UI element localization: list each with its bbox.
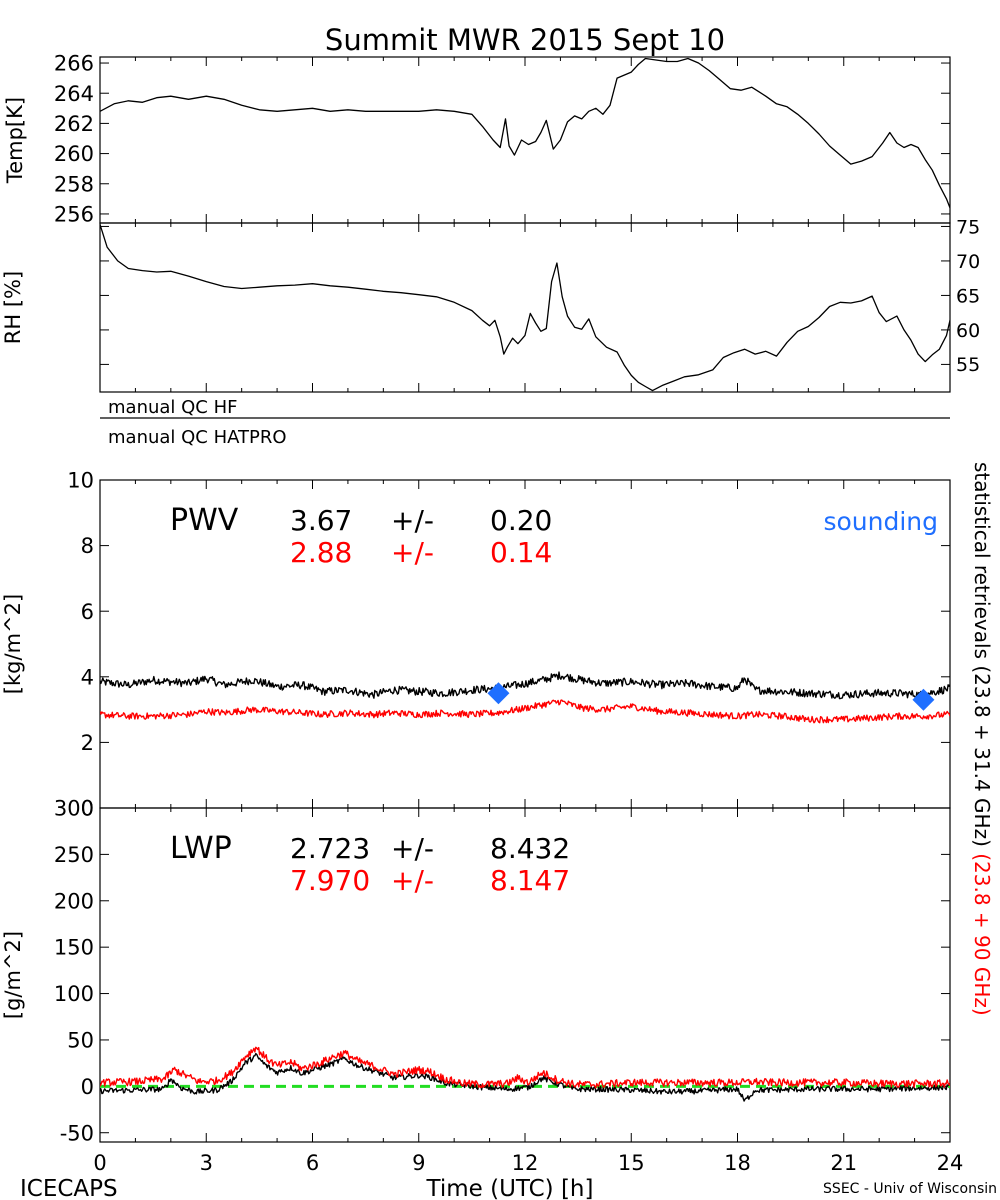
- temp-ytick-label: 266: [54, 52, 94, 76]
- pwv-ytick-label: 4: [81, 665, 94, 689]
- lwp-stat-std-0: 8.432: [490, 832, 570, 865]
- lwp-ytick-label: -50: [60, 1121, 94, 1145]
- lwp-panel: -50 0 50 100 150 200 250 300 [g/m^2] LWP 2.723 +/- 8…: [1, 797, 951, 1145]
- qc-row-hf: manual QC HF: [108, 397, 237, 418]
- rh-ytick-label: 70: [956, 251, 980, 273]
- x-tick-label: 6: [306, 1151, 319, 1175]
- pwv-stat-pm-1: +/-: [391, 536, 434, 569]
- x-tick-label: 3: [200, 1151, 213, 1175]
- x-tick-label: 0: [93, 1151, 106, 1175]
- x-tick-label: 18: [724, 1151, 751, 1175]
- temp-ytick-label: 260: [54, 142, 94, 166]
- lwp-ytick-label: 50: [67, 1029, 94, 1053]
- svg-text:statistical retrievals (23.8 +: statistical retrievals (23.8 + 31.4 GHz)…: [970, 462, 994, 1016]
- rh-ytick-label: 65: [956, 285, 980, 307]
- pwv-panel: 0 2 4 6 8 10 [kg/m^2] PWV 3.67 +/- 0.20 2.88 +/- 0.14…: [1, 469, 951, 821]
- pwv-ytick-label: 2: [81, 731, 94, 755]
- lwp-stat-mean-0: 2.723: [290, 832, 370, 865]
- rh-series-0: [100, 224, 950, 392]
- x-tick-label: 9: [412, 1151, 425, 1175]
- temp-ytick-label: 262: [54, 112, 94, 136]
- pwv-series-0: [100, 671, 950, 700]
- pwv-ylabel: [kg/m^2]: [1, 594, 25, 694]
- pwv-ytick-label: 10: [67, 469, 94, 493]
- pwv-stat-pm-0: +/-: [391, 504, 434, 537]
- rh-ytick-label: 75: [956, 216, 980, 238]
- x-tick-label: 15: [618, 1151, 645, 1175]
- right-label-90ghz: (23.8 + 90 GHz): [970, 853, 994, 1015]
- lwp-ytick-label: 100: [54, 982, 94, 1006]
- temp-ytick-label: 264: [54, 82, 94, 106]
- footer-right-label: SSEC - Univ of Wisconsin: [823, 1181, 997, 1197]
- chart-title: Summit MWR 2015 Sept 10: [325, 23, 725, 57]
- temp-ytick-label: 258: [54, 172, 94, 196]
- x-tick-label: 24: [937, 1151, 964, 1175]
- lwp-ytick-label: 300: [54, 797, 94, 821]
- lwp-ytick-label: 0: [81, 1075, 94, 1099]
- lwp-title: LWP: [170, 831, 232, 866]
- pwv-stat-std-1: 0.14: [490, 536, 552, 569]
- pwv-title: PWV: [170, 503, 239, 538]
- x-axis-label: Time (UTC) [h]: [426, 1176, 594, 1200]
- lwp-ytick-label: 250: [54, 843, 94, 867]
- pwv-ytick-label: 6: [81, 600, 94, 624]
- temp-panel: 256 258 260 262 264 266 Temp[K]: [3, 52, 951, 227]
- temp-series-0: [100, 57, 950, 209]
- lwp-ylabel: [g/m^2]: [1, 931, 25, 1019]
- rh-ylabel: RH [%]: [1, 271, 25, 344]
- rh-panel: 55 60 65 70 75 RH [%]: [1, 216, 980, 393]
- lwp-ytick-label: 150: [54, 936, 94, 960]
- lwp-series-1: [100, 1046, 950, 1089]
- temp-ylabel: Temp[K]: [3, 97, 27, 184]
- right-label-statistical: statistical retrievals (23.8 + 31.4 GHz): [970, 462, 994, 847]
- x-tick-label: 21: [830, 1151, 857, 1175]
- sounding-marker: [912, 688, 935, 711]
- pwv-stat-std-0: 0.20: [490, 504, 552, 537]
- rh-ytick-label: 60: [956, 320, 980, 342]
- pwv-ytick-label: 8: [81, 534, 94, 558]
- rh-ytick-label: 55: [956, 354, 980, 376]
- lwp-ytick-label: 200: [54, 889, 94, 913]
- pwv-stat-mean-1: 2.88: [290, 536, 352, 569]
- pwv-series-1: [100, 699, 950, 724]
- pwv-ytick-label: 0: [81, 797, 94, 821]
- rh-frame: [99, 222, 951, 393]
- lwp-stat-mean-1: 7.970: [290, 864, 370, 897]
- pwv-stat-mean-0: 3.67: [290, 504, 352, 537]
- sounding-marker: [487, 682, 510, 705]
- lwp-stat-std-1: 8.147: [490, 864, 570, 897]
- right-side-label: statistical retrievals (23.8 + 31.4 GHz)…: [970, 462, 994, 1016]
- sounding-legend: sounding: [823, 507, 938, 536]
- x-tick-label: 12: [512, 1151, 539, 1175]
- footer-left-label: ICECAPS: [20, 1176, 118, 1200]
- lwp-stat-pm-1: +/-: [391, 864, 434, 897]
- temp-ytick-label: 256: [54, 203, 94, 227]
- qc-section: manual QC HF manual QC HATPRO: [100, 397, 950, 448]
- lwp-stat-pm-0: +/-: [391, 832, 434, 865]
- lwp-series-0: [100, 1052, 950, 1102]
- x-axis-tick-labels: 0 3 6 9 12 15 18 21 24: [93, 1151, 963, 1175]
- temp-frame: [99, 56, 951, 224]
- qc-row-hatpro: manual QC HATPRO: [108, 427, 287, 448]
